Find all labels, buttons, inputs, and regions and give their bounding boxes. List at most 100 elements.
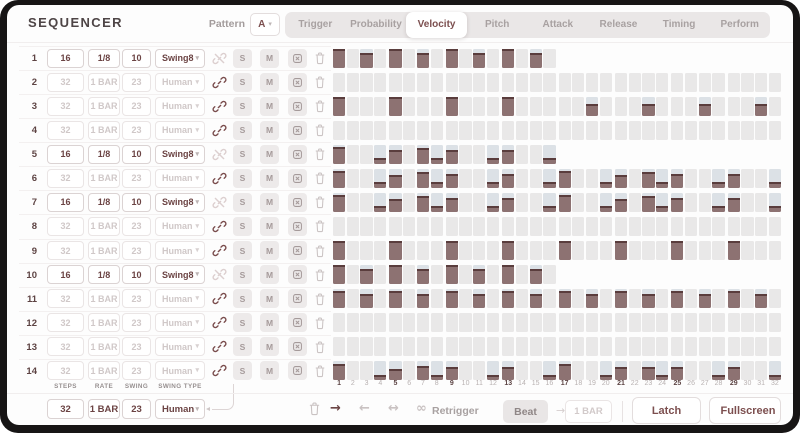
link-toggle-button[interactable] [210,217,228,235]
step-cell[interactable] [671,96,684,116]
step-cell[interactable] [585,216,599,236]
step-cell[interactable] [558,289,571,309]
step-cell[interactable] [698,168,711,188]
step-cell[interactable] [585,120,599,140]
randomize-button[interactable] [288,265,307,285]
solo-button[interactable]: S [233,289,252,309]
step-cell[interactable] [486,96,500,116]
step-cell[interactable] [727,96,740,116]
step-cell[interactable] [430,120,443,140]
step-cell[interactable] [486,192,500,212]
step-cell[interactable] [403,361,416,381]
mute-button[interactable]: M [260,144,279,164]
swing-field[interactable]: 10 [122,144,151,164]
step-cell[interactable] [430,192,443,212]
step-cell[interactable] [502,313,515,333]
step-cell[interactable] [346,48,359,68]
tab-trigger[interactable]: Trigger [298,19,333,30]
step-cell[interactable] [671,289,684,309]
step-cell[interactable] [698,216,711,236]
step-cell[interactable] [403,96,416,116]
step-cell[interactable] [445,265,458,285]
solo-button[interactable]: S [233,168,252,188]
link-toggle-button[interactable] [210,242,228,260]
mute-button[interactable]: M [260,361,279,381]
retrigger-length-field[interactable]: 1 BAR [565,400,612,423]
step-cell[interactable] [416,216,430,236]
randomize-button[interactable] [288,289,307,309]
step-cell[interactable] [755,289,768,309]
step-cell[interactable] [599,96,612,116]
step-cell[interactable] [374,337,387,357]
step-cell[interactable] [614,168,628,188]
step-cell[interactable] [656,337,669,357]
step-cell[interactable] [346,144,359,164]
link-toggle-button[interactable] [210,290,228,308]
step-cell[interactable] [473,337,486,357]
step-cell[interactable] [486,241,500,260]
step-cell[interactable] [473,96,486,116]
step-cell[interactable] [445,48,458,68]
step-cell[interactable] [416,289,430,309]
delete-row-button[interactable] [312,242,328,259]
step-cell[interactable] [558,72,571,92]
step-cell[interactable] [712,289,725,309]
solo-button[interactable]: S [233,241,252,260]
step-cell[interactable] [360,289,373,309]
link-toggle-button[interactable] [210,73,228,91]
solo-button[interactable]: S [233,337,252,357]
solo-button[interactable]: S [233,313,252,333]
step-cell[interactable] [374,96,387,116]
swing-field[interactable]: 23 [122,313,151,333]
step-cell[interactable] [599,241,612,260]
step-cell[interactable] [486,289,500,309]
step-cell[interactable] [529,337,542,357]
step-cell[interactable] [416,48,430,68]
steps-field[interactable]: 32 [47,289,84,309]
play-backward-button[interactable]: ← [359,401,370,416]
step-cell[interactable] [529,192,542,212]
step-cell[interactable] [614,120,628,140]
step-cell[interactable] [741,168,754,188]
step-cell[interactable] [459,241,472,260]
step-cell[interactable] [755,337,768,357]
mute-button[interactable]: M [260,337,279,357]
step-cell[interactable] [529,289,542,309]
delete-row-button[interactable] [312,314,328,331]
step-cell[interactable] [502,265,515,285]
step-cell[interactable] [333,361,346,381]
step-cell[interactable] [333,96,346,116]
step-cell[interactable] [558,192,571,212]
step-cell[interactable] [333,120,346,140]
swing-type-select[interactable]: Human ▾ [155,241,205,260]
step-cell[interactable] [389,216,402,236]
step-cell[interactable] [473,313,486,333]
step-cell[interactable] [459,192,472,212]
step-cell[interactable] [346,241,359,260]
step-cell[interactable] [333,313,346,333]
step-cell[interactable] [333,168,346,188]
step-cell[interactable] [403,265,416,285]
step-cell[interactable] [486,361,500,381]
swing-field[interactable]: 23 [122,241,151,260]
step-cell[interactable] [684,289,698,309]
mute-button[interactable]: M [260,192,279,212]
step-cell[interactable] [389,48,402,68]
steps-field[interactable]: 32 [47,361,84,381]
step-cell[interactable] [374,361,387,381]
step-cell[interactable] [727,216,740,236]
step-cell[interactable] [473,289,486,309]
step-cell[interactable] [403,72,416,92]
mute-button[interactable]: M [260,168,279,188]
step-cell[interactable] [360,168,373,188]
step-cell[interactable] [656,120,669,140]
step-cell[interactable] [628,313,641,333]
step-cell[interactable] [656,216,669,236]
step-cell[interactable] [768,120,781,140]
solo-button[interactable]: S [233,48,252,68]
step-cell[interactable] [502,96,515,116]
step-cell[interactable] [614,96,628,116]
step-cell[interactable] [430,168,443,188]
step-cell[interactable] [572,337,585,357]
link-toggle-button[interactable] [210,97,228,115]
